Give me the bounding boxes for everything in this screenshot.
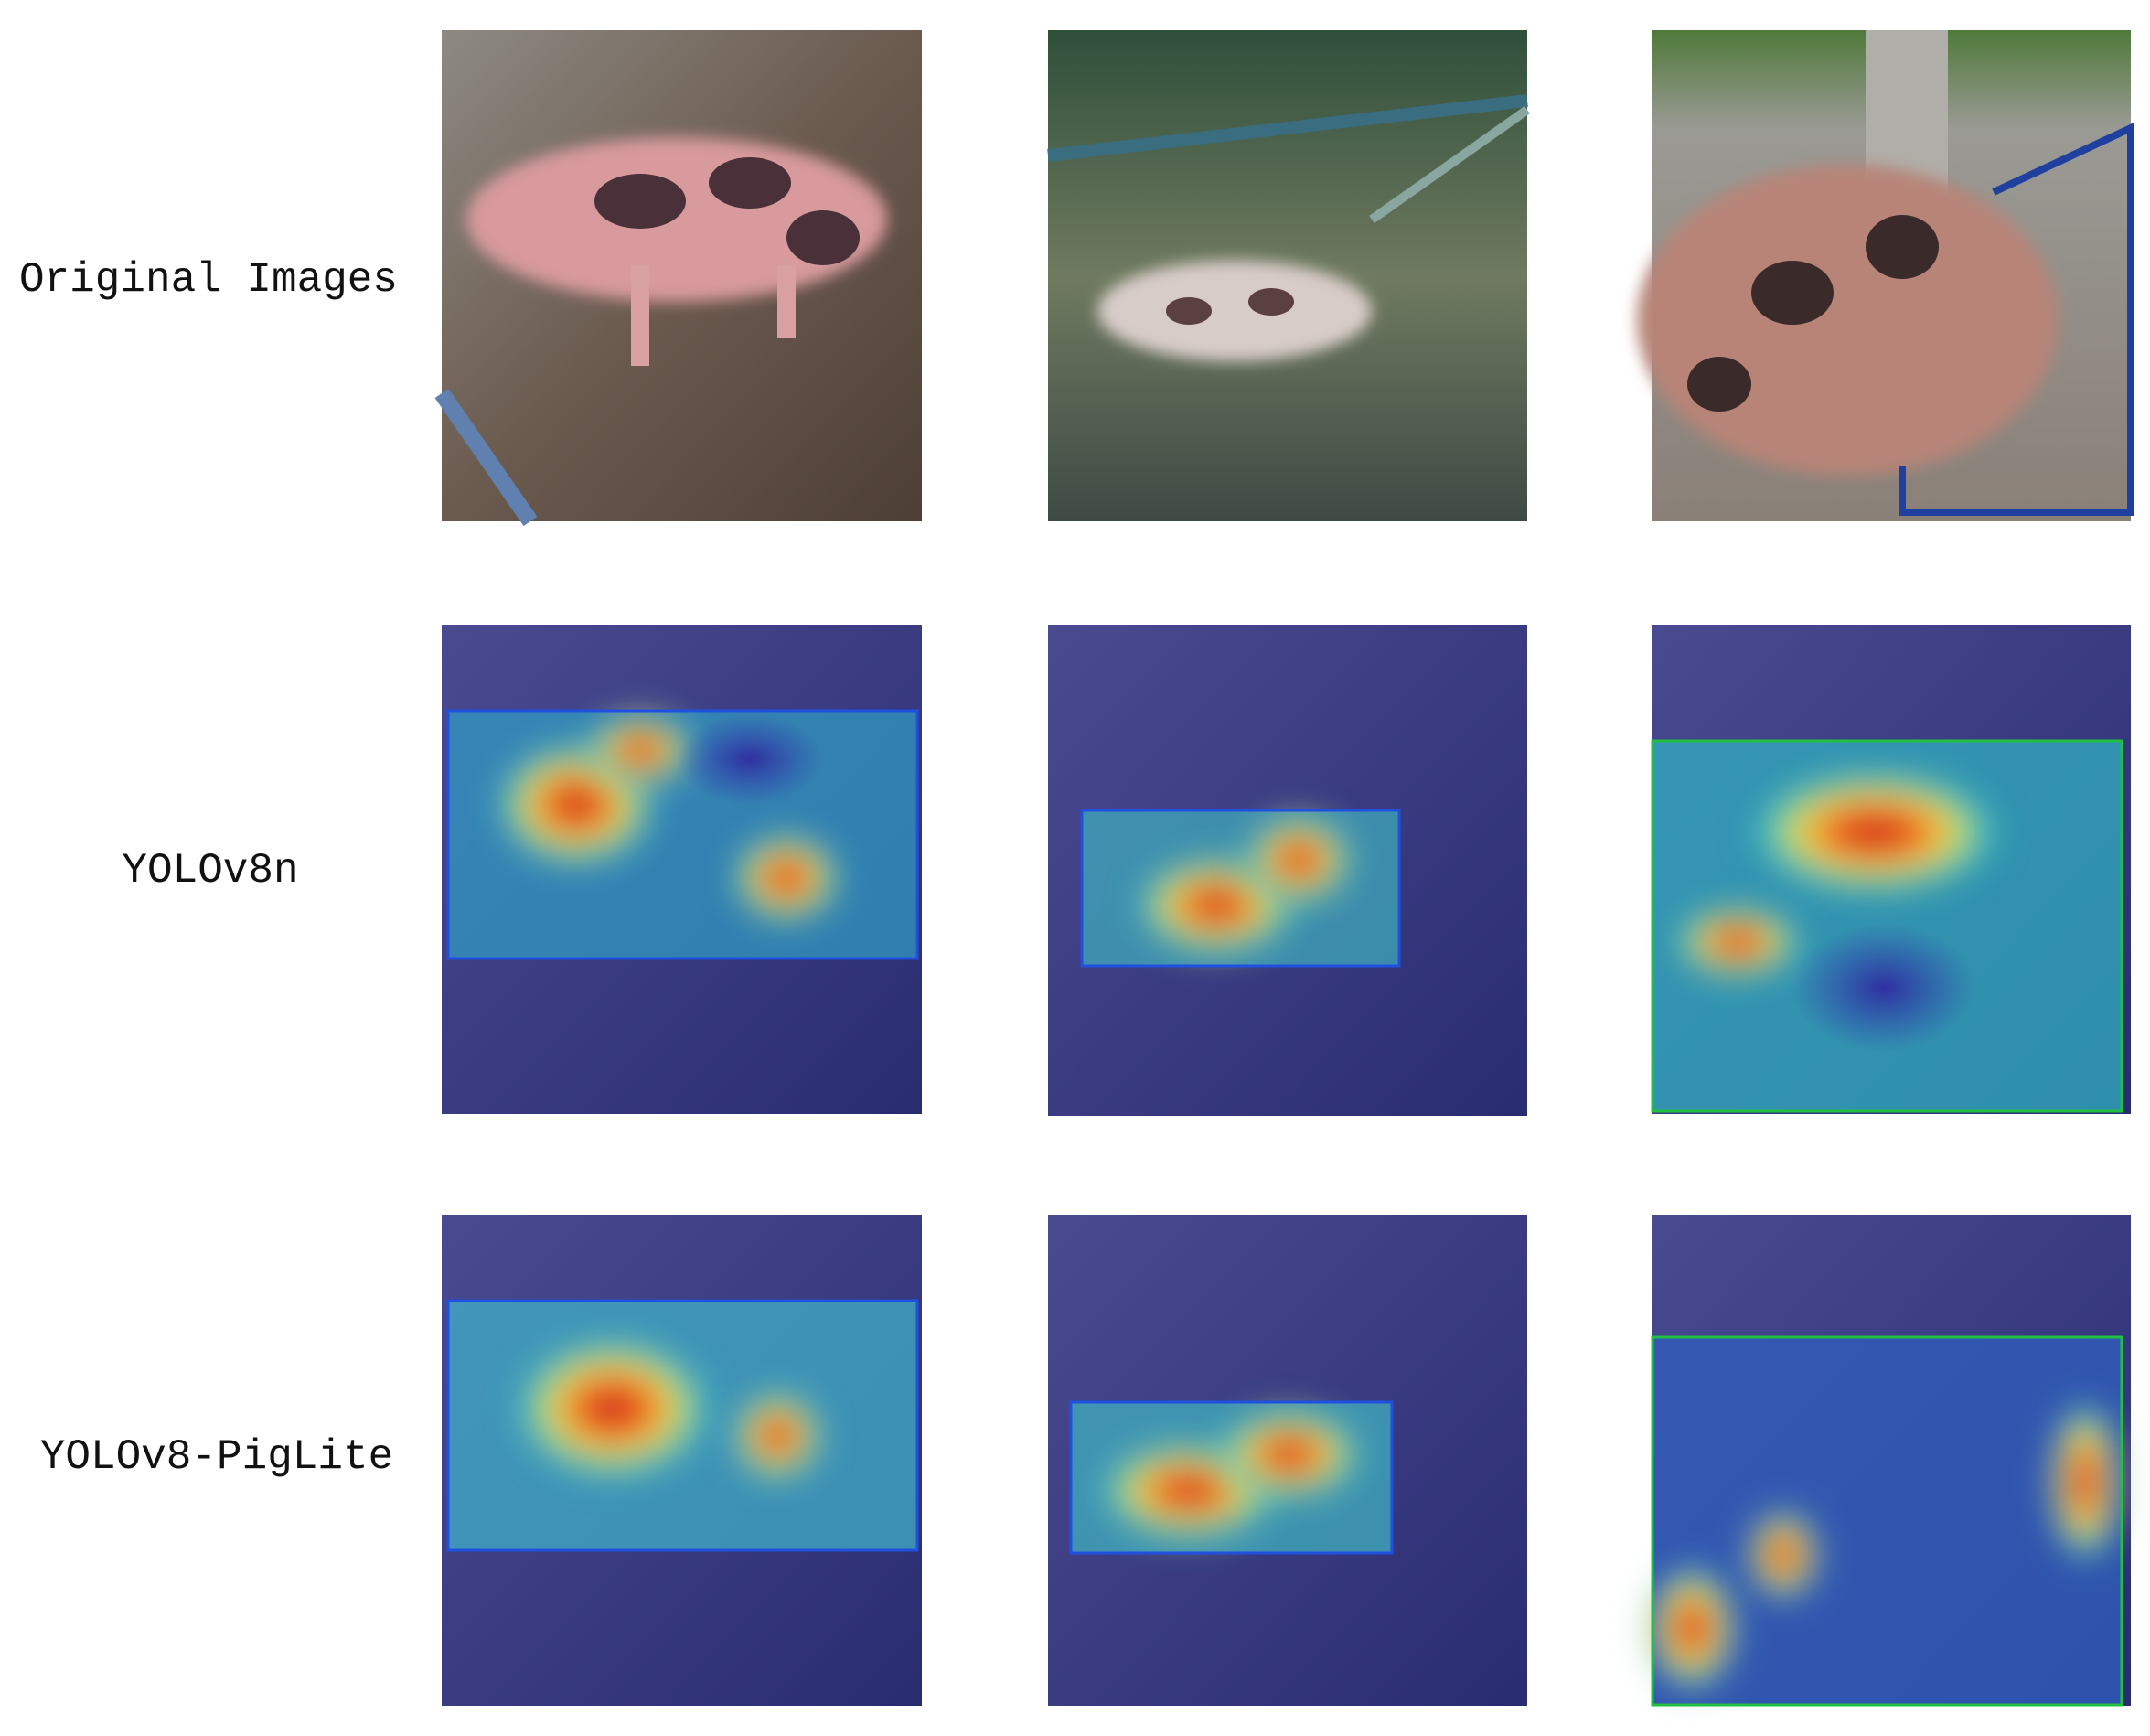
row-label: YOLOv8n <box>122 847 298 895</box>
row-labels: Original Images YOLOv8n YOLOv8-PigLite <box>19 256 398 1481</box>
row-label: YOLOv8-PigLite <box>40 1433 393 1481</box>
original-image <box>1047 30 1530 521</box>
heatmap-image <box>442 625 922 1114</box>
heatmap-image <box>1048 625 1527 1116</box>
original-image <box>434 30 922 527</box>
row-label: Original Images <box>19 256 398 304</box>
heatmap-image <box>442 1215 922 1706</box>
original-image <box>1637 30 2134 521</box>
heatmap-image <box>1048 1215 1527 1706</box>
heatmap-image <box>1646 1215 2131 1707</box>
heatmap-image <box>1651 625 2131 1114</box>
